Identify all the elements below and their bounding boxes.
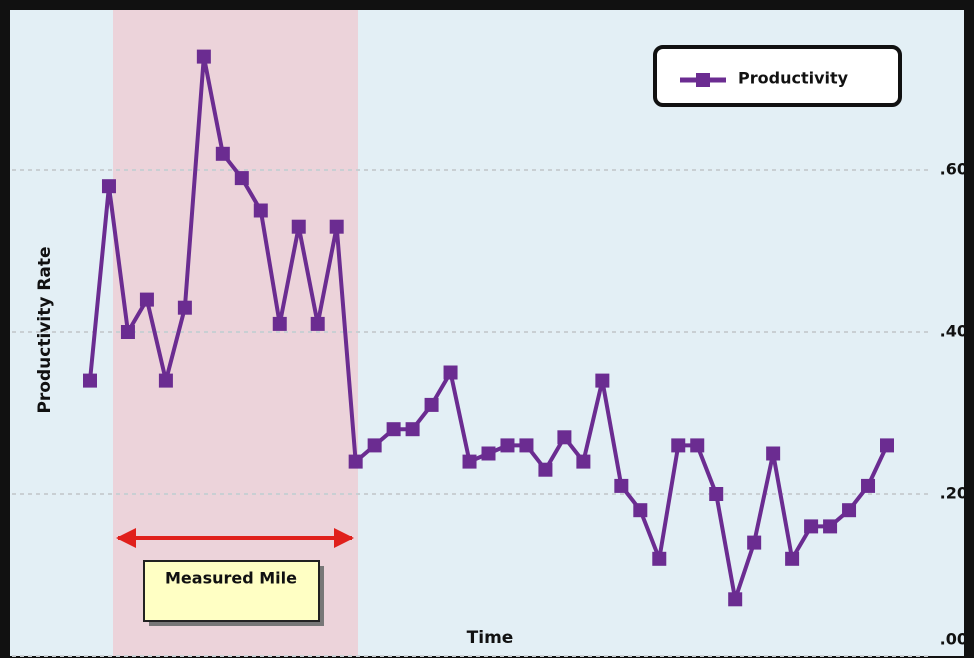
point-marker xyxy=(405,422,420,437)
legend-marker xyxy=(696,73,710,87)
point-marker xyxy=(329,219,344,234)
point-marker xyxy=(519,438,534,453)
point-marker xyxy=(842,503,857,518)
point-marker xyxy=(481,446,496,461)
point-marker xyxy=(215,146,230,161)
annotation: Measured Mile xyxy=(165,569,297,588)
point-marker xyxy=(785,551,800,566)
point-marker xyxy=(861,478,876,493)
point-marker xyxy=(633,503,648,518)
point-marker xyxy=(83,373,97,388)
point-marker xyxy=(728,592,743,607)
point-marker xyxy=(424,397,439,412)
y-tick-label: .20 xyxy=(940,484,968,503)
point-marker xyxy=(709,487,724,501)
point-marker xyxy=(766,446,781,461)
point-marker xyxy=(880,438,894,453)
annotation-box xyxy=(143,560,320,622)
point-marker xyxy=(557,430,572,445)
point-marker xyxy=(196,49,211,64)
point-marker xyxy=(272,316,287,331)
point-marker xyxy=(500,438,515,453)
point-marker xyxy=(310,316,325,331)
point-marker xyxy=(671,438,686,453)
point-marker xyxy=(462,454,477,469)
point-marker xyxy=(348,454,363,469)
y-axis-label: Productivity Rate xyxy=(35,246,55,413)
point-marker xyxy=(158,373,173,388)
point-marker xyxy=(652,551,667,566)
point-marker xyxy=(101,179,116,194)
point-marker xyxy=(614,478,629,493)
point-marker xyxy=(367,438,382,453)
point-marker xyxy=(177,300,192,315)
legend-box xyxy=(653,45,902,107)
point-marker xyxy=(747,535,762,550)
point-marker xyxy=(690,438,705,453)
point-marker xyxy=(576,454,591,469)
y-tick-label: .60 xyxy=(940,160,968,179)
point-marker xyxy=(120,325,135,339)
point-marker xyxy=(234,171,249,186)
point-marker xyxy=(443,365,458,380)
legend-label: Productivity xyxy=(738,69,849,88)
x-axis-label: Time xyxy=(467,628,514,648)
point-marker xyxy=(139,292,154,307)
point-marker xyxy=(804,519,819,534)
point-marker xyxy=(538,462,553,477)
point-marker xyxy=(595,373,610,388)
y-tick-label: .00 xyxy=(940,630,968,649)
point-marker xyxy=(823,519,838,534)
point-marker xyxy=(291,219,306,234)
point-marker xyxy=(386,422,401,437)
point-marker xyxy=(253,203,268,218)
y-tick-label: .40 xyxy=(940,322,968,341)
